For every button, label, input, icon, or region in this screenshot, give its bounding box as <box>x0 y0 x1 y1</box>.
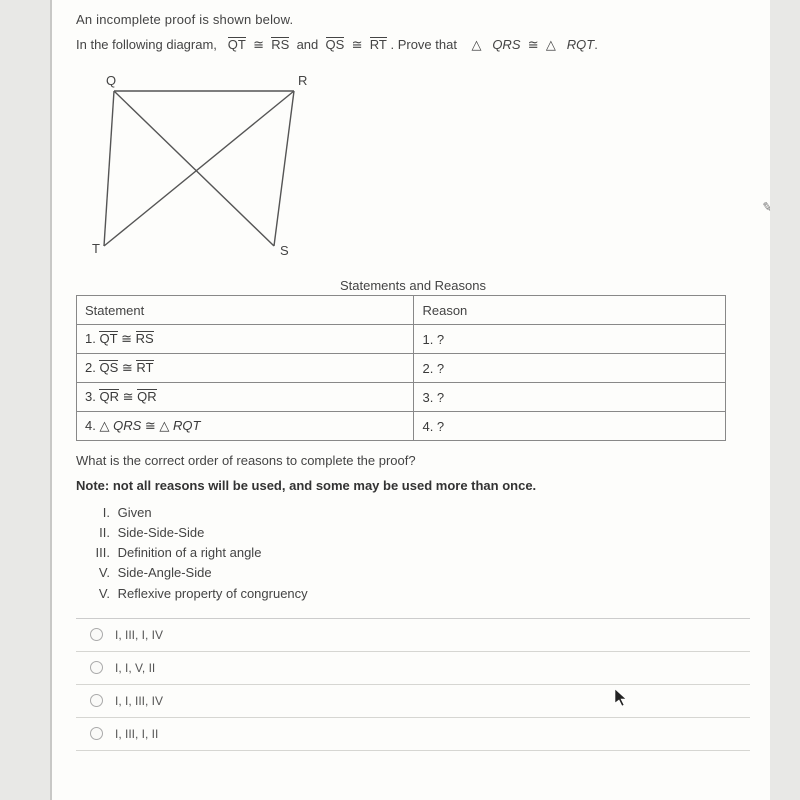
hdr-reason: Reason <box>414 296 726 325</box>
reason-item: II. Side-Side-Side <box>86 523 750 543</box>
cong-symbol-2: ≅ <box>352 37 363 52</box>
option-label: I, III, I, II <box>115 727 158 741</box>
cursor-icon <box>614 688 630 708</box>
page-smudge: ✎ <box>761 199 773 215</box>
tri-symbol: △ <box>471 37 481 52</box>
answer-option[interactable]: I, I, V, II <box>76 652 750 685</box>
intro-text: An incomplete proof is shown below. <box>76 12 750 27</box>
diagram: Q R T S <box>84 71 750 264</box>
radio-icon[interactable] <box>90 694 103 707</box>
seg-qt: QT <box>228 37 246 51</box>
hdr-statement: Statement <box>77 296 414 325</box>
tri-rqt: RQT <box>567 37 594 52</box>
reasons-list: I. GivenII. Side-Side-SideIII. Definitio… <box>86 503 750 604</box>
reason-cell: 4. ? <box>414 412 726 441</box>
answer-option[interactable]: I, I, III, IV <box>76 685 750 718</box>
sr-heading: Statements and Reasons <box>76 278 750 293</box>
options: I, III, I, IV I, I, V, II I, I, III, IV I, … <box>76 618 750 751</box>
tri-symbol-2: △ <box>546 37 556 52</box>
statement-cell: 2. QS ≅ RT <box>77 354 414 383</box>
radio-icon[interactable] <box>90 661 103 674</box>
question-text: What is the correct order of reasons to … <box>76 453 750 468</box>
reason-item: I. Given <box>86 503 750 523</box>
given-suffix: . Prove that <box>390 37 456 52</box>
reason-cell: 2. ? <box>414 354 726 383</box>
svg-text:S: S <box>280 243 289 258</box>
option-label: I, I, V, II <box>115 661 155 675</box>
diagram-svg: Q R T S <box>84 71 314 261</box>
note-text: Note: not all reasons will be used, and … <box>76 478 750 493</box>
option-label: I, III, I, IV <box>115 628 163 642</box>
table-row: 2. QS ≅ RT2. ? <box>77 354 726 383</box>
table-row: 1. QT ≅ RS1. ? <box>77 325 726 354</box>
reason-item: III. Definition of a right angle <box>86 543 750 563</box>
reason-cell: 3. ? <box>414 383 726 412</box>
reason-item: V. Reflexive property of congruency <box>86 584 750 604</box>
table-row: 3. QR ≅ QR3. ? <box>77 383 726 412</box>
radio-icon[interactable] <box>90 727 103 740</box>
given-text: In the following diagram, QT ≅ RS and QS… <box>76 37 750 53</box>
answer-option[interactable]: I, III, I, II <box>76 718 750 751</box>
statement-cell: 4. △ QRS ≅ △ RQT <box>77 412 414 441</box>
reason-cell: 1. ? <box>414 325 726 354</box>
seg-qs: QS <box>326 37 345 51</box>
given-mid: and <box>297 37 319 52</box>
svg-text:R: R <box>298 73 307 88</box>
svg-text:T: T <box>92 241 100 256</box>
proof-table: Statement Reason 1. QT ≅ RS1. ?2. QS ≅ R… <box>76 295 726 441</box>
svg-text:Q: Q <box>106 73 116 88</box>
cong-symbol-3: ≅ <box>528 37 539 52</box>
answer-option[interactable]: I, III, I, IV <box>76 619 750 652</box>
given-prefix: In the following diagram, <box>76 37 217 52</box>
reason-item: V. Side-Angle-Side <box>86 563 750 583</box>
cong-symbol: ≅ <box>253 37 264 52</box>
option-label: I, I, III, IV <box>115 694 163 708</box>
statement-cell: 3. QR ≅ QR <box>77 383 414 412</box>
table-row: 4. △ QRS ≅ △ RQT4. ? <box>77 412 726 441</box>
seg-rs: RS <box>271 37 289 51</box>
tri-qrs: QRS <box>492 37 520 52</box>
radio-icon[interactable] <box>90 628 103 641</box>
statement-cell: 1. QT ≅ RS <box>77 325 414 354</box>
seg-rt: RT <box>370 37 387 51</box>
